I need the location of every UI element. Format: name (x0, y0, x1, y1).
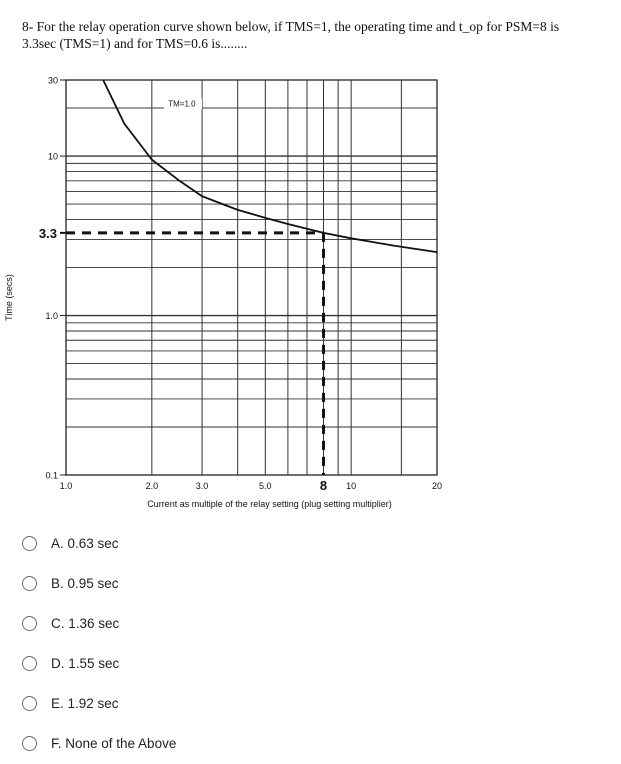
x-tick-label-3: 5.0 (259, 481, 272, 491)
annot-label-3-3: 3.3 (39, 226, 57, 241)
radio-a[interactable] (22, 535, 37, 551)
option-f[interactable]: F. None of the Above (22, 730, 322, 756)
y-axis-label: Time (secs) (4, 274, 14, 321)
y-tick-label-1: 10 (48, 152, 58, 162)
x-tick-label-2: 3.0 (196, 481, 209, 491)
option-f-label: F. None of the Above (51, 735, 177, 751)
series-label-bg-0 (163, 98, 202, 110)
y-tick-label-2: 1.0 (45, 311, 58, 321)
option-a-label: A. 0.63 sec (51, 535, 119, 551)
x-tick-label-1: 2.0 (146, 481, 159, 491)
option-b[interactable]: B. 0.95 sec (22, 570, 322, 596)
relay-curve-chart: 3.3 8 30 10 1.0 0.1 1.0 2.0 3.0 5.0 10 20 Current a… (0, 70, 621, 520)
option-c[interactable]: C. 1.36 sec (22, 610, 322, 636)
option-e-label: E. 1.92 sec (51, 695, 119, 711)
radio-e[interactable] (22, 695, 37, 711)
series-line-0 (102, 79, 438, 253)
radio-f[interactable] (22, 735, 37, 751)
plot-frame (65, 79, 438, 476)
radio-c[interactable] (22, 615, 37, 631)
option-d[interactable]: D. 1.55 sec (22, 650, 322, 676)
x-axis-label: Current as multiple of the relay setting… (147, 499, 392, 509)
question-line-2: 3.3sec (TMS=1) and for TMS=0.6 is.......… (22, 36, 248, 51)
y-tick-label-0: 30 (48, 76, 58, 86)
option-a[interactable]: A. 0.63 sec (22, 530, 322, 556)
y-tick-label-3: 0.1 (45, 471, 58, 481)
option-d-label: D. 1.55 sec (51, 655, 120, 671)
option-c-label: C. 1.36 sec (51, 615, 120, 631)
annot-label-8: 8 (320, 478, 327, 493)
x-tick-label-5: 20 (432, 481, 442, 491)
radio-d[interactable] (22, 655, 37, 671)
question-text: 8- For the relay operation curve shown b… (22, 18, 612, 52)
option-b-label: B. 0.95 sec (51, 575, 119, 591)
radio-b[interactable] (22, 575, 37, 591)
series-label-0: TM=1.0 (168, 99, 196, 108)
x-tick-label-0: 1.0 (60, 481, 73, 491)
x-tick-label-4: 10 (346, 481, 356, 491)
option-e[interactable]: E. 1.92 sec (22, 690, 322, 716)
question-line-1: 8- For the relay operation curve shown b… (22, 19, 560, 34)
